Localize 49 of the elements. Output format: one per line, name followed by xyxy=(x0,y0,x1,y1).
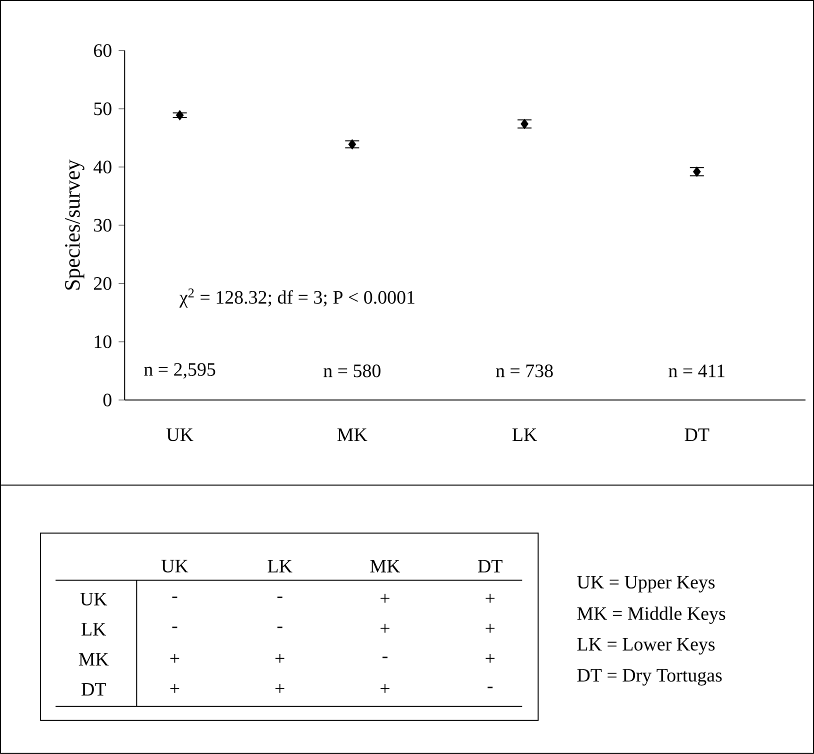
category-label: LK xyxy=(268,560,292,572)
text: + xyxy=(380,684,390,693)
text: - xyxy=(488,686,493,688)
x-tick-label: UK xyxy=(166,428,194,442)
y-tick-label: 10 xyxy=(94,335,112,348)
text: LK = Lower Keys xyxy=(577,638,715,655)
category-label: MK xyxy=(370,560,400,572)
text: + xyxy=(486,624,495,633)
category-label: UK xyxy=(80,592,108,606)
annotation: χ$^{2}$ = 128.32; df = 3; P < 0.0001 xyxy=(179,288,414,308)
text: + xyxy=(170,684,180,693)
annotation: n = 738 xyxy=(496,364,553,378)
category-label: DT xyxy=(82,683,106,696)
y-axis-title: Species/survey xyxy=(65,160,84,290)
category-label: MK xyxy=(78,653,109,666)
text: + xyxy=(486,654,495,663)
point xyxy=(348,139,356,150)
category-label: DT xyxy=(478,560,502,572)
text: - xyxy=(382,656,388,658)
text: UK = Upper Keys xyxy=(577,576,715,592)
text: - xyxy=(277,626,282,628)
text: + xyxy=(170,654,180,663)
annotation: n = 411 xyxy=(668,364,724,378)
text: MK = Middle Keys xyxy=(577,606,726,624)
point xyxy=(692,166,701,177)
text: - xyxy=(172,626,178,628)
text: + xyxy=(380,594,390,603)
x-tick-label: DT xyxy=(684,428,710,442)
text: + xyxy=(380,624,390,633)
point xyxy=(176,110,184,120)
text: + xyxy=(275,684,284,693)
y-tick-label: 30 xyxy=(94,218,112,232)
category-label: UK xyxy=(161,560,188,573)
text: + xyxy=(275,654,284,663)
x-tick-label: LK xyxy=(512,428,537,441)
text: + xyxy=(486,594,495,603)
text: - xyxy=(277,596,282,598)
category-label: LK xyxy=(82,623,106,636)
y-tick-label: 20 xyxy=(94,277,112,290)
y-tick-label: 0 xyxy=(103,394,112,406)
annotation: n = 580 xyxy=(324,364,380,378)
y-tick-label: 50 xyxy=(94,102,112,116)
y-tick-label: 40 xyxy=(94,160,112,174)
text: - xyxy=(172,596,178,598)
annotation: n = 2,595 xyxy=(144,363,216,379)
point xyxy=(520,118,528,130)
text: DT = Dry Tortugas xyxy=(577,669,722,686)
x-tick-label: MK xyxy=(337,428,368,441)
y-tick-label: 60 xyxy=(94,44,112,57)
